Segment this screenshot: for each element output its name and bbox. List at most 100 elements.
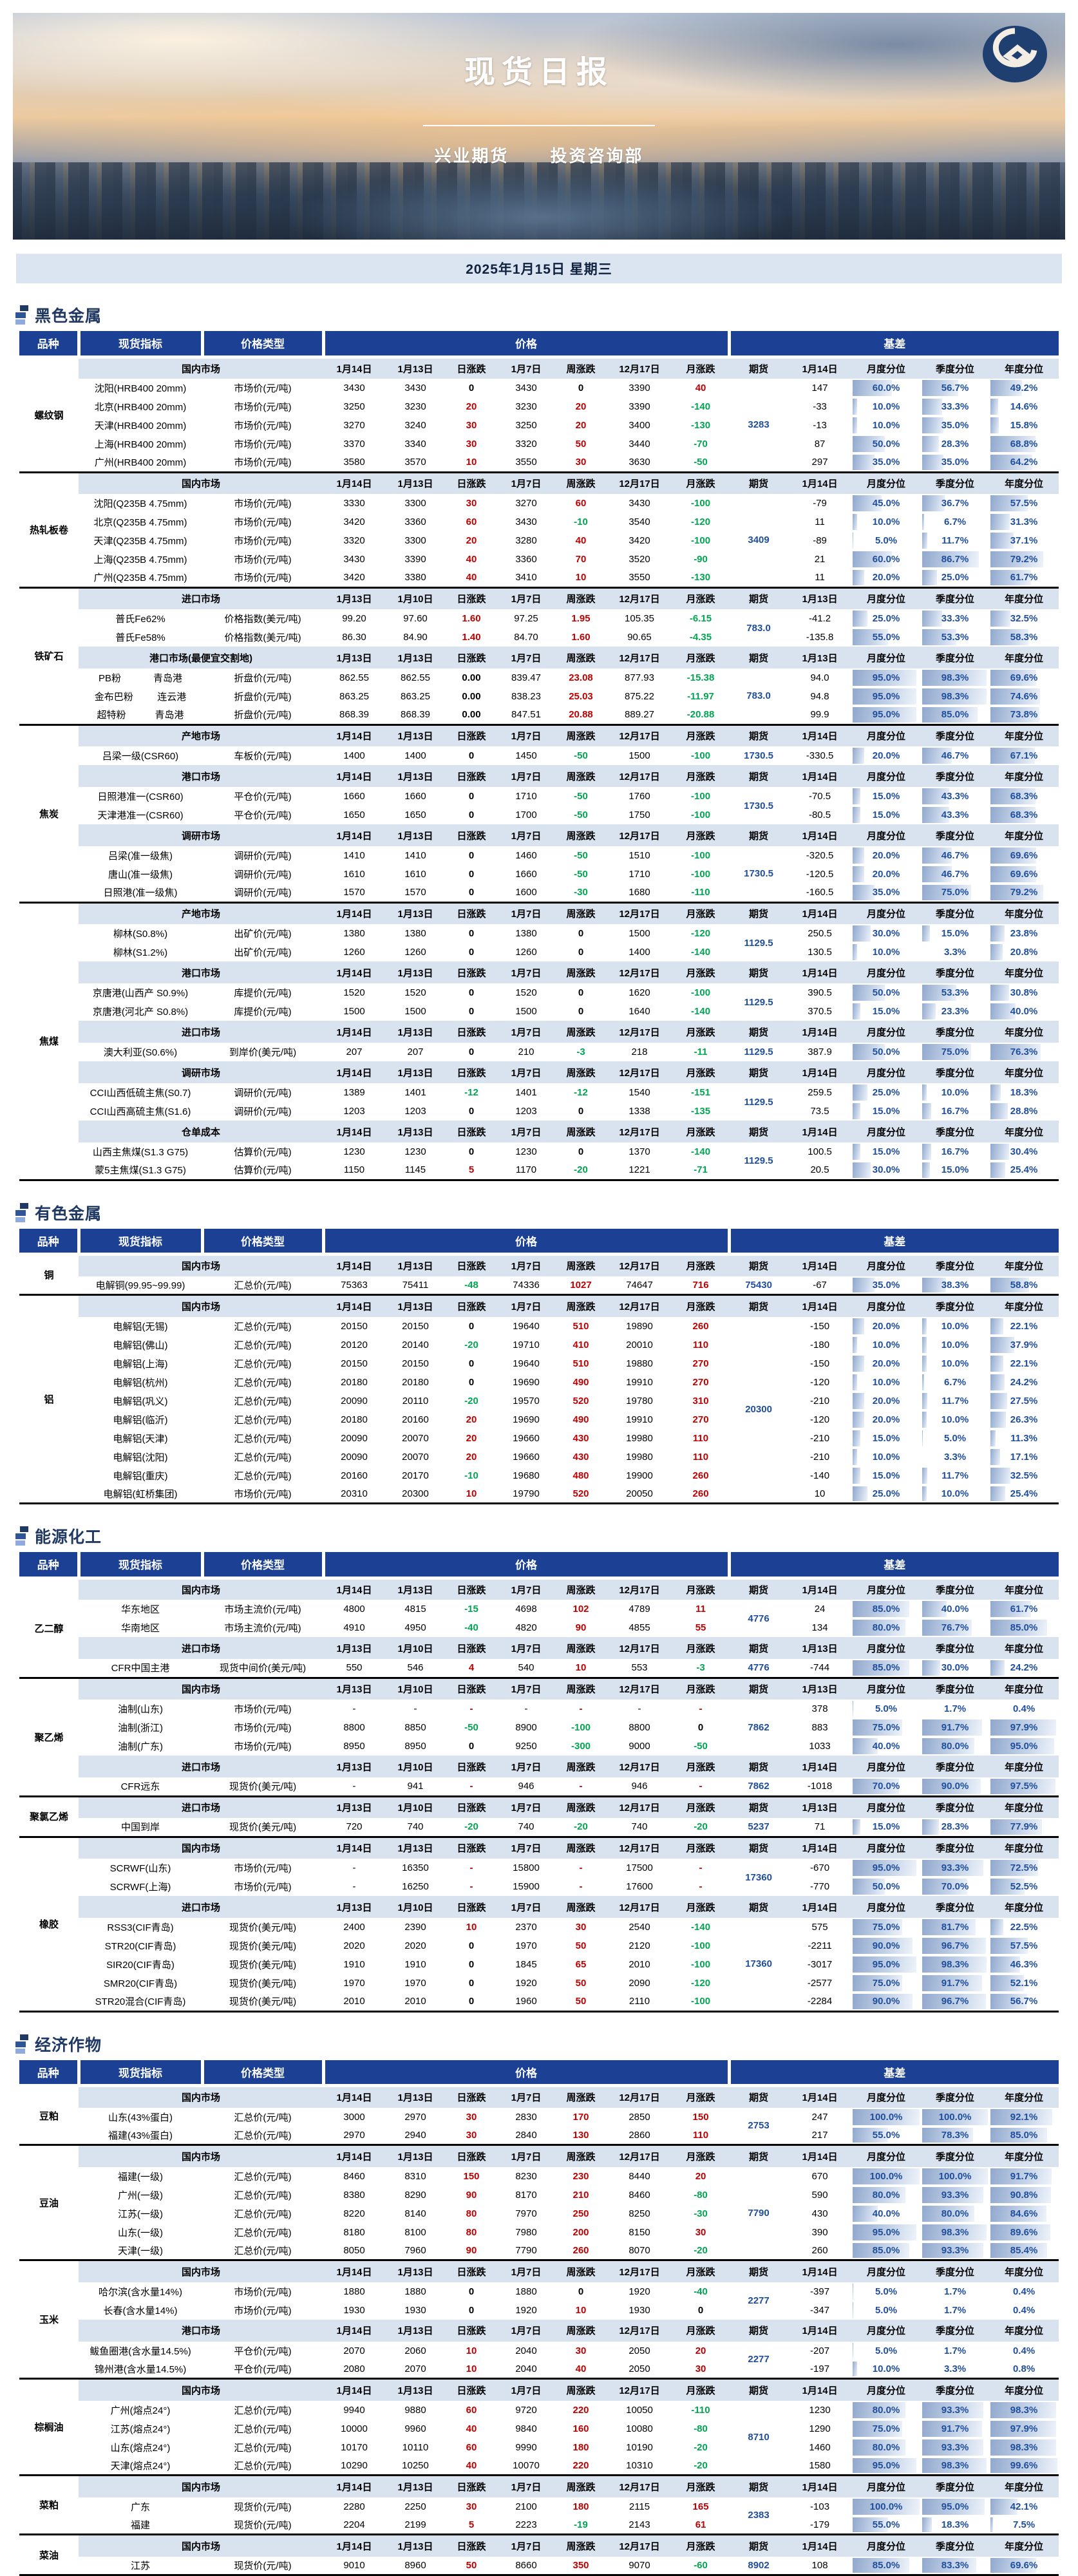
date-header: 1月7日 xyxy=(497,1121,555,1142)
percentile-value: 57.5% xyxy=(1010,498,1038,509)
price-cell: 1203 xyxy=(385,1102,446,1121)
indicator-cell: 金布巴粉连云港 xyxy=(79,687,202,706)
percentile-cell: 95.0% xyxy=(851,1955,921,1974)
date-header: 周涨跌 xyxy=(555,2476,607,2497)
price-type-cell: 现货价(美元/吨) xyxy=(202,1818,323,1837)
price-type-header: 价格类型 xyxy=(202,1229,323,1255)
week-change-cell: 160 xyxy=(555,2420,607,2438)
price-type-cell: 市场价(元/吨) xyxy=(202,1737,323,1756)
percentile-value: 3.3% xyxy=(944,2363,966,2374)
percentile-bar xyxy=(853,1468,860,1484)
date-header: 月涨跌 xyxy=(672,1796,729,1818)
percentile-value: 91.7% xyxy=(1010,2171,1038,2182)
basis-cell: -320.5 xyxy=(788,846,851,865)
price-cell: 2370 xyxy=(497,1918,555,1937)
price-cell: - xyxy=(607,1700,672,1718)
percentile-value: 91.7% xyxy=(941,1978,969,1989)
date-header: 12月17日 xyxy=(607,1121,672,1142)
percentile-value: 18.3% xyxy=(1010,1087,1038,1098)
percentile-cell: 96.7% xyxy=(921,1993,989,2011)
price-cell: 19690 xyxy=(497,1373,555,1392)
percentile-cell: 100.0% xyxy=(851,2167,921,2186)
basis-cell: 1460 xyxy=(788,2438,851,2457)
percentile-cell: 60.0% xyxy=(851,550,921,569)
percentile-value: 53.3% xyxy=(941,987,969,998)
date-header: 年度分位 xyxy=(989,2476,1059,2497)
date-header: 12月17日 xyxy=(607,2535,672,2557)
price-cell: 9880 xyxy=(385,2401,446,2420)
percentile-bar xyxy=(922,1819,939,1835)
day-change-cell: 0 xyxy=(446,1002,497,1021)
price-cell: 1500 xyxy=(385,1002,446,1021)
date-header: 月涨跌 xyxy=(672,1255,729,1276)
date-header: 年度分位 xyxy=(989,1021,1059,1043)
date-header: 周涨跌 xyxy=(555,2535,607,2557)
percentile-value: 15.0% xyxy=(941,1164,969,1175)
day-change-cell: 60 xyxy=(446,513,497,531)
date-header: 日涨跌 xyxy=(446,2145,497,2167)
percentile-cell: 80.0% xyxy=(921,1737,989,1756)
percentile-bar xyxy=(922,1468,927,1484)
month-change-cell: -120 xyxy=(672,513,729,531)
market-label: 进口市场 xyxy=(79,1021,323,1043)
percentile-cell: 97.9% xyxy=(989,2420,1059,2438)
section-title-label: 能源化工 xyxy=(35,1530,102,1546)
date-header: 1月13日 xyxy=(385,1295,446,1317)
price-cell: 4698 xyxy=(497,1600,555,1618)
price-cell: 19690 xyxy=(497,1410,555,1429)
percentile-cell: 75.0% xyxy=(851,1918,921,1937)
price-cell: 3570 xyxy=(385,453,446,472)
date-header: 1月7日 xyxy=(497,961,555,983)
date-header: 年度分位 xyxy=(989,587,1059,609)
table-row: SCRWF(上海)市场价(元/吨)-16250-15900-17600--770… xyxy=(19,1877,1059,1896)
date-header: 日涨跌 xyxy=(446,1756,497,1777)
price-cell: 19710 xyxy=(497,1336,555,1354)
price-type-cell: 现货价(美元/吨) xyxy=(202,1777,323,1796)
report-subtitle: 兴业期货 投资咨询部 xyxy=(434,143,643,167)
price-cell: 8180 xyxy=(323,2223,385,2242)
day-change-cell: 40 xyxy=(446,550,497,569)
percentile-bar xyxy=(990,1660,1005,1676)
basis-cell: -80.5 xyxy=(788,806,851,824)
percentile-value: 83.3% xyxy=(941,2560,969,2571)
week-change-cell: 25.03 xyxy=(555,687,607,706)
percentile-value: 5.0% xyxy=(875,535,897,546)
indicator-cell: 江苏 xyxy=(79,2557,202,2575)
price-cell: 2250 xyxy=(385,2497,446,2516)
percentile-cell: 53.3% xyxy=(921,628,989,647)
month-change-cell: -100 xyxy=(672,983,729,1002)
date-header: 期货 xyxy=(729,1578,788,1600)
basis-cell: 1033 xyxy=(788,1737,851,1756)
percentile-value: 90.8% xyxy=(1010,2190,1038,2201)
price-type-cell: 折盘价(元/吨) xyxy=(202,687,323,706)
price-cell: 3430 xyxy=(497,379,555,397)
price-cell: 1660 xyxy=(323,787,385,806)
price-type-cell: 市场价(元/吨) xyxy=(202,379,323,397)
week-change-cell: 10 xyxy=(555,1659,607,1678)
day-change-cell: 0 xyxy=(446,746,497,765)
price-type-cell: 市场价(元/吨) xyxy=(202,550,323,569)
date-header: 年度分位 xyxy=(989,2535,1059,2557)
percentile-cell: 46.3% xyxy=(989,1955,1059,1974)
indicator-cell: 山西主焦煤(S1.3 G75) xyxy=(79,1142,202,1161)
basis-cell: 24 xyxy=(788,1600,851,1618)
basis-cell: 99.9 xyxy=(788,706,851,724)
date-header: 12月17日 xyxy=(607,2320,672,2342)
date-header: 期货 xyxy=(729,1896,788,1918)
percentile-cell: 73.8% xyxy=(989,706,1059,724)
percentile-cell: 10.0% xyxy=(851,416,921,435)
percentile-cell: 30.4% xyxy=(989,1142,1059,1161)
percentile-cell: 24.2% xyxy=(989,1659,1059,1678)
price-cell: 8460 xyxy=(323,2167,385,2186)
percentile-value: 69.6% xyxy=(1010,2560,1038,2571)
percentile-cell: 42.1% xyxy=(989,2497,1059,2516)
day-change-cell: -20 xyxy=(446,1336,497,1354)
percentile-value: 90.0% xyxy=(941,1781,969,1792)
